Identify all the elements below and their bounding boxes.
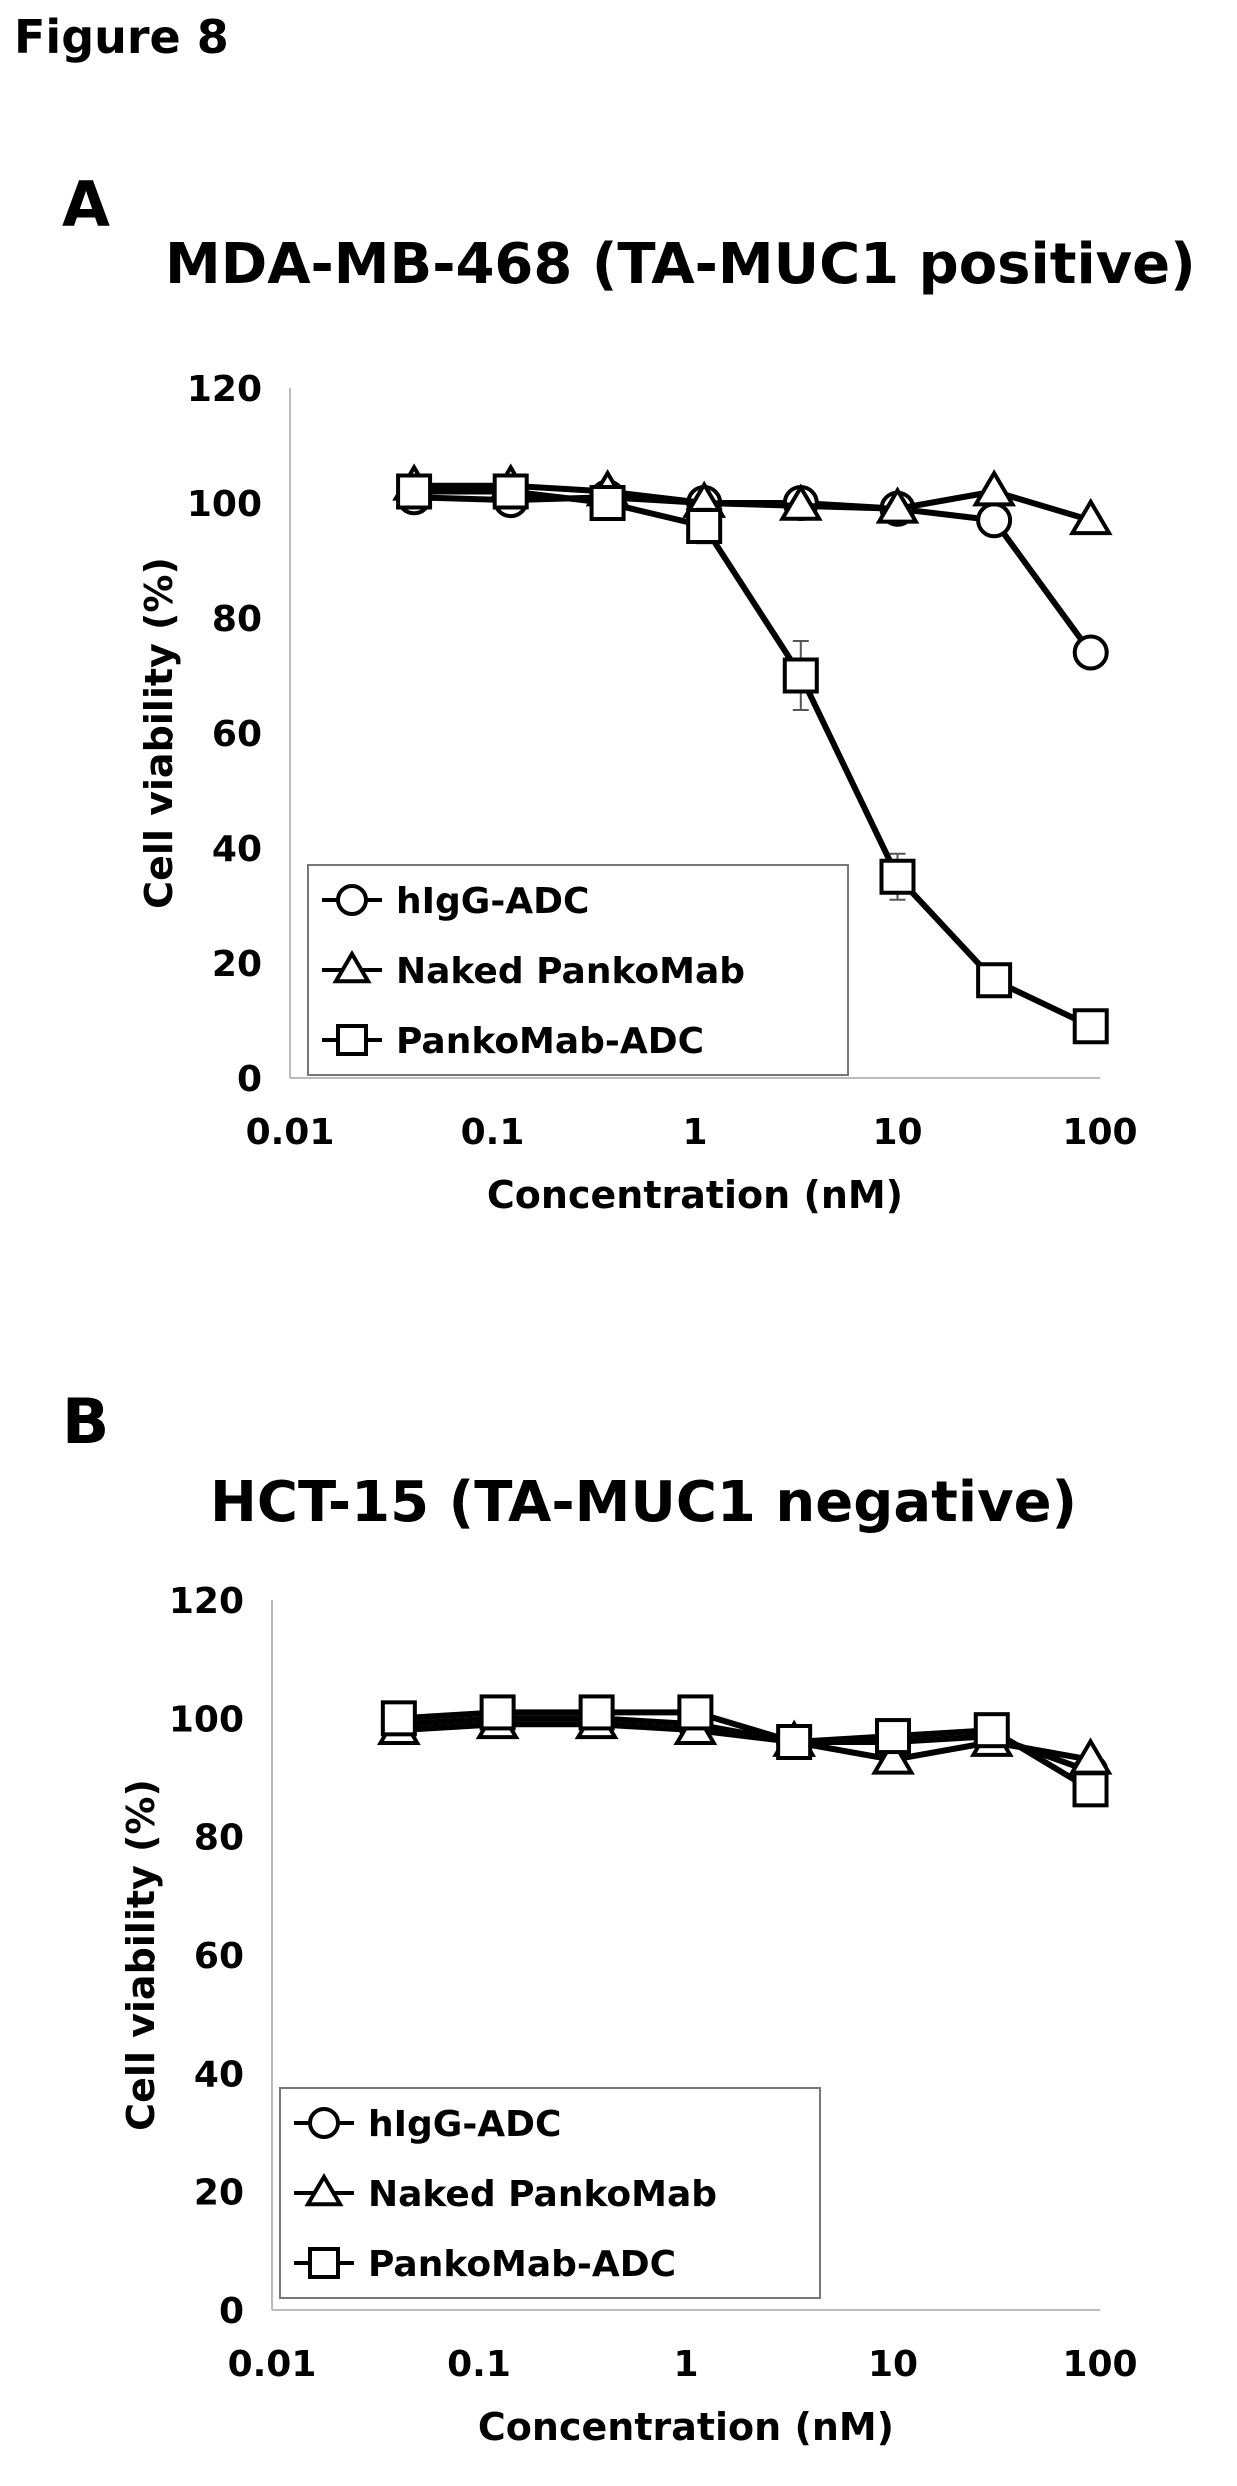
data-point [686, 508, 723, 544]
x-tick-label: 0.01 [246, 1112, 335, 1153]
data-point [380, 1700, 417, 1737]
legend-marker [304, 2172, 344, 2207]
data-point [972, 469, 1017, 507]
data-point [875, 1718, 911, 1755]
legend-label: PankoMab-ADC [396, 1021, 704, 1062]
series-square [396, 473, 1109, 1045]
data-point [776, 1724, 813, 1760]
y-tick-label: 60 [194, 1936, 244, 1977]
data-point [778, 483, 823, 521]
x-tick-label: 0.1 [461, 1112, 525, 1153]
legend-marker [308, 2247, 340, 2279]
data-point [871, 1737, 915, 1775]
panel-a-letter: A [62, 168, 110, 241]
legend-label: Naked PankoMab [396, 951, 745, 992]
series-square [380, 1694, 1109, 1808]
data-point [1068, 497, 1113, 536]
legend-marker [332, 949, 372, 984]
x-tick-label: 1 [682, 1112, 707, 1153]
data-point [973, 1712, 1010, 1749]
legend-marker [336, 1024, 368, 1056]
data-point [1072, 1771, 1109, 1808]
legend-box [307, 864, 849, 1076]
legend: hIgG-ADC Naked PankoMab PankoMab-ADC [307, 864, 849, 1076]
data-point [492, 473, 529, 510]
legend-marker [308, 2107, 340, 2139]
legend-label: hIgG-ADC [396, 881, 589, 922]
chart-a: 0 20 40 60 80 100 120 0.01 0.1 1 10 100 Concentratio… [137, 369, 1138, 1217]
data-point [589, 485, 626, 521]
y-tick-label: 0 [219, 2291, 244, 2332]
data-point [976, 502, 1013, 539]
data-point [976, 962, 1013, 999]
panel-b-title: HCT-15 (TA-MUC1 negative) [210, 1470, 1078, 1535]
x-tick-label: 100 [1062, 2344, 1137, 2385]
x-tick-label: 0.1 [447, 2344, 511, 2385]
x-tick-label: 10 [872, 1112, 922, 1153]
data-point [578, 1694, 615, 1731]
legend-marker [336, 884, 368, 916]
figure-title: Figure 8 [14, 10, 229, 64]
data-point [396, 473, 433, 510]
x-tick-label: 0.01 [228, 2344, 317, 2385]
panel-a-title: MDA-MB-468 (TA-MUC1 positive) [165, 232, 1196, 297]
y-tick-label: 80 [212, 599, 262, 640]
legend-box [279, 2087, 821, 2299]
legend: hIgG-ADC Naked PankoMab PankoMab-ADC [279, 2087, 821, 2299]
y-tick-label: 0 [237, 1059, 262, 1100]
x-tick-label: 1 [673, 2344, 698, 2385]
y-tick-label: 20 [194, 2173, 244, 2214]
y-axis-label: Cell viability (%) [137, 557, 181, 909]
y-tick-label: 120 [169, 1581, 244, 1622]
y-tick-label: 40 [212, 829, 262, 870]
y-tick-label: 80 [194, 1818, 244, 1859]
y-tick-label: 100 [187, 484, 262, 525]
data-point [879, 858, 916, 895]
legend-label: hIgG-ADC [368, 2104, 561, 2145]
data-point [1072, 1008, 1109, 1045]
y-axis-label: Cell viability (%) [119, 1779, 163, 2131]
legend-label: Naked PankoMab [368, 2174, 717, 2215]
y-tick-label: 40 [194, 2054, 244, 2095]
data-point [782, 657, 819, 694]
data-point [875, 486, 920, 524]
data-point [479, 1694, 516, 1731]
chart-b: 0 20 40 60 80 100 120 0.01 0.1 1 10 100 Concentratio… [119, 1581, 1138, 2449]
legend-label: PankoMab-ADC [368, 2244, 676, 2285]
data-point [1072, 634, 1109, 671]
x-axis-label: Concentration (nM) [487, 1173, 903, 1217]
y-tick-label: 100 [169, 1699, 244, 1740]
y-tick-label: 120 [187, 369, 262, 410]
panel-b-letter: B [62, 1385, 110, 1458]
y-tick-label: 60 [212, 714, 262, 755]
data-point [677, 1694, 714, 1731]
x-tick-label: 10 [868, 2344, 918, 2385]
x-tick-label: 100 [1062, 1112, 1137, 1153]
y-tick-label: 20 [212, 944, 262, 985]
x-axis-label: Concentration (nM) [478, 2405, 894, 2449]
